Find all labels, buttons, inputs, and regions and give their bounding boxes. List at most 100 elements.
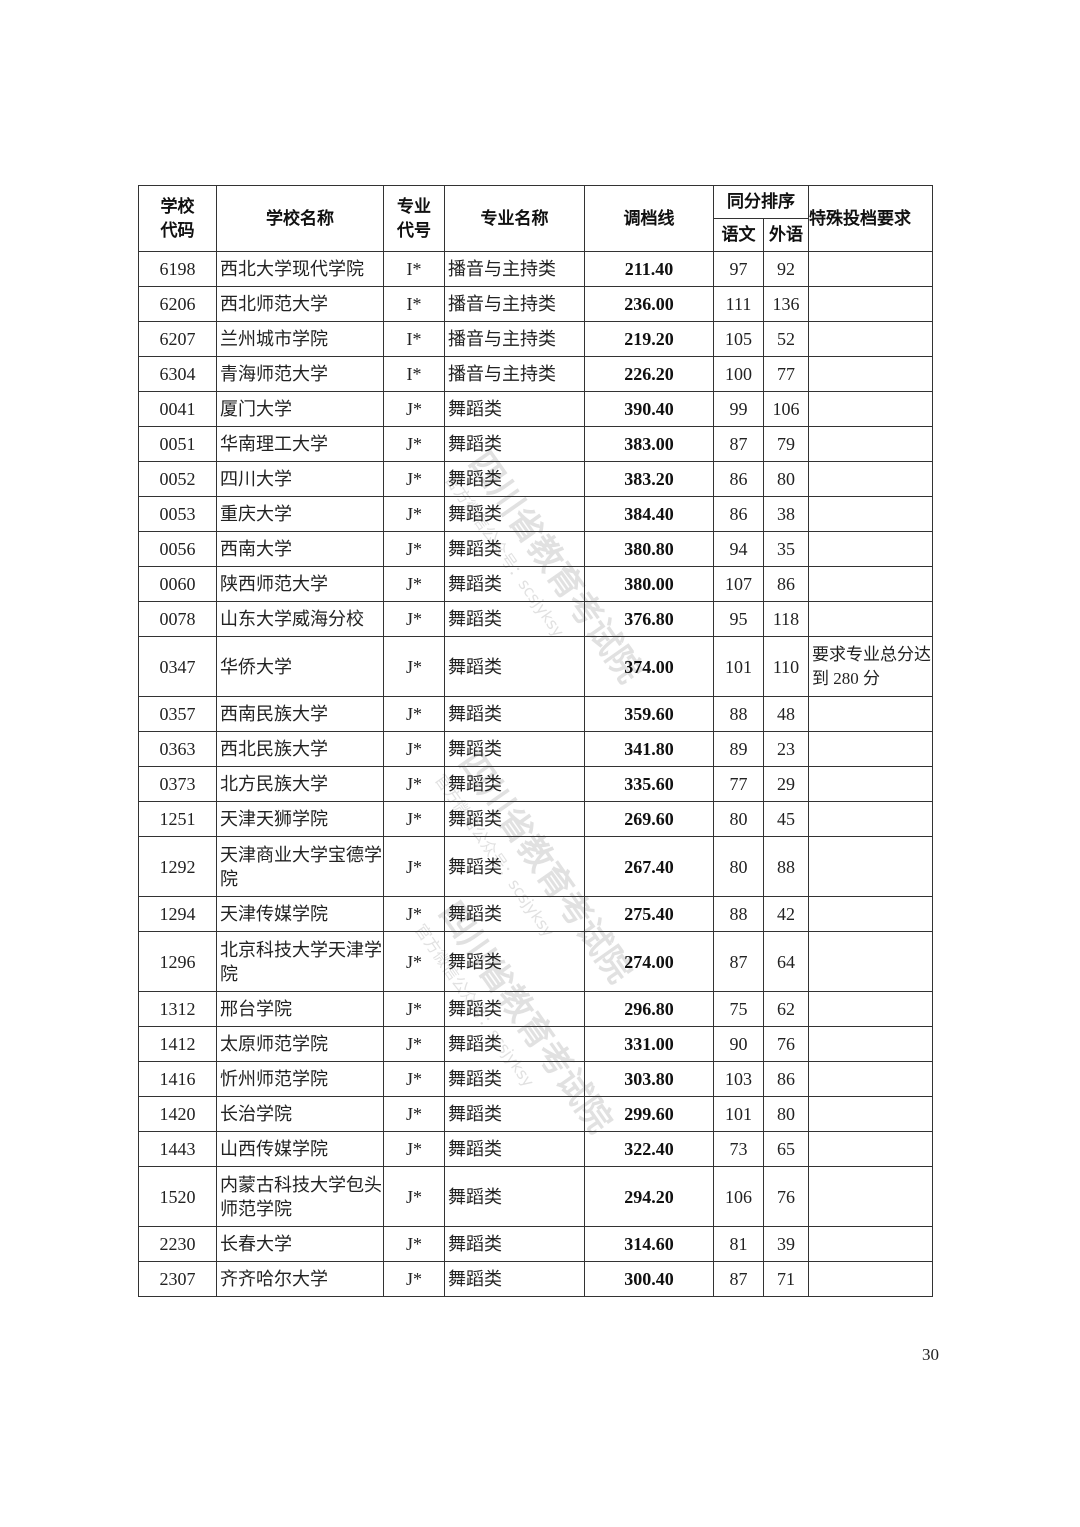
special-requirement-cell: [808, 566, 933, 602]
table-row: 6206 西北师范大学 I* 播音与主持类 236.00 111 136: [138, 286, 933, 322]
school-code-cell: 6207: [138, 321, 217, 357]
school-code-cell: 1443: [138, 1131, 217, 1167]
school-name-cell: 忻州师范学院: [216, 1061, 384, 1097]
school-name-cell: 兰州城市学院: [216, 321, 384, 357]
major-code-cell: J*: [383, 836, 445, 897]
major-code-cell: J*: [383, 636, 445, 697]
special-requirement-cell: [808, 1026, 933, 1062]
special-requirement-cell: [808, 801, 933, 837]
table-row: 1416 忻州师范学院 J* 舞蹈类 303.80 103 86: [138, 1061, 933, 1097]
school-name-cell: 重庆大学: [216, 496, 384, 532]
chinese-rank-cell: 94: [713, 531, 764, 567]
cutoff-score-cell: 341.80: [584, 731, 714, 767]
school-code-cell: 2307: [138, 1261, 217, 1297]
school-name-cell: 西北师范大学: [216, 286, 384, 322]
chinese-rank-cell: 86: [713, 496, 764, 532]
header-major-name: 专业名称: [444, 185, 585, 252]
table-row: 1412 太原师范学院 J* 舞蹈类 331.00 90 76: [138, 1026, 933, 1062]
school-name-cell: 厦门大学: [216, 391, 384, 427]
cutoff-score-cell: 335.60: [584, 766, 714, 802]
school-code-cell: 0060: [138, 566, 217, 602]
table-row: 1296 北京科技大学天津学院 J* 舞蹈类 274.00 87 64: [138, 931, 933, 992]
cutoff-score-cell: 211.40: [584, 251, 714, 287]
major-code-cell: J*: [383, 731, 445, 767]
table-row: 0078 山东大学威海分校 J* 舞蹈类 376.80 95 118: [138, 601, 933, 637]
special-requirement-cell: [808, 1226, 933, 1262]
special-requirement-cell: [808, 991, 933, 1027]
header-tie-break: 同分排序: [713, 185, 809, 219]
special-requirement-cell: [808, 836, 933, 897]
special-requirement-cell: [808, 356, 933, 392]
major-code-cell: J*: [383, 1226, 445, 1262]
chinese-rank-cell: 100: [713, 356, 764, 392]
major-name-cell: 舞蹈类: [444, 991, 585, 1027]
special-requirement-cell: [808, 601, 933, 637]
school-code-cell: 0347: [138, 636, 217, 697]
school-name-cell: 华侨大学: [216, 636, 384, 697]
foreign-rank-cell: 76: [763, 1026, 809, 1062]
school-name-cell: 长治学院: [216, 1096, 384, 1132]
school-name-cell: 天津天狮学院: [216, 801, 384, 837]
foreign-rank-cell: 80: [763, 1096, 809, 1132]
chinese-rank-cell: 73: [713, 1131, 764, 1167]
major-name-cell: 舞蹈类: [444, 1226, 585, 1262]
major-code-cell: J*: [383, 1061, 445, 1097]
major-name-cell: 舞蹈类: [444, 636, 585, 697]
table-row: 1443 山西传媒学院 J* 舞蹈类 322.40 73 65: [138, 1131, 933, 1167]
special-requirement-cell: [808, 286, 933, 322]
header-chinese: 语文: [713, 218, 764, 252]
table-row: 1312 邢台学院 J* 舞蹈类 296.80 75 62: [138, 991, 933, 1027]
header-school-name: 学校名称: [216, 185, 384, 252]
cutoff-score-cell: 331.00: [584, 1026, 714, 1062]
major-code-cell: J*: [383, 496, 445, 532]
major-name-cell: 播音与主持类: [444, 286, 585, 322]
school-name-cell: 华南理工大学: [216, 426, 384, 462]
table-row: 0060 陕西师范大学 J* 舞蹈类 380.00 107 86: [138, 566, 933, 602]
school-code-cell: 6198: [138, 251, 217, 287]
chinese-rank-cell: 111: [713, 286, 764, 322]
major-name-cell: 舞蹈类: [444, 931, 585, 992]
foreign-rank-cell: 38: [763, 496, 809, 532]
school-name-cell: 天津传媒学院: [216, 896, 384, 932]
special-requirement-cell: [808, 531, 933, 567]
school-code-cell: 0056: [138, 531, 217, 567]
school-code-cell: 6304: [138, 356, 217, 392]
chinese-rank-cell: 86: [713, 461, 764, 497]
special-requirement-cell: [808, 1096, 933, 1132]
school-name-cell: 西北大学现代学院: [216, 251, 384, 287]
major-name-cell: 舞蹈类: [444, 496, 585, 532]
major-name-cell: 舞蹈类: [444, 836, 585, 897]
major-code-cell: I*: [383, 356, 445, 392]
special-requirement-cell: [808, 391, 933, 427]
foreign-rank-cell: 42: [763, 896, 809, 932]
chinese-rank-cell: 99: [713, 391, 764, 427]
school-code-cell: 0363: [138, 731, 217, 767]
foreign-rank-cell: 76: [763, 1166, 809, 1227]
cutoff-score-cell: 359.60: [584, 696, 714, 732]
chinese-rank-cell: 75: [713, 991, 764, 1027]
major-name-cell: 播音与主持类: [444, 321, 585, 357]
major-name-cell: 舞蹈类: [444, 731, 585, 767]
major-code-cell: J*: [383, 896, 445, 932]
table-row: 6304 青海师范大学 I* 播音与主持类 226.20 100 77: [138, 356, 933, 392]
major-code-cell: J*: [383, 991, 445, 1027]
cutoff-score-cell: 269.60: [584, 801, 714, 837]
foreign-rank-cell: 80: [763, 461, 809, 497]
admission-table: 学校代码 学校名称 专业代号 专业名称 调档线 同分排序 特殊投档要求 语文 外…: [138, 185, 933, 1297]
major-name-cell: 舞蹈类: [444, 1166, 585, 1227]
foreign-rank-cell: 48: [763, 696, 809, 732]
school-name-cell: 天津商业大学宝德学院: [216, 836, 384, 897]
major-name-cell: 播音与主持类: [444, 251, 585, 287]
table-row: 0041 厦门大学 J* 舞蹈类 390.40 99 106: [138, 391, 933, 427]
chinese-rank-cell: 88: [713, 696, 764, 732]
cutoff-score-cell: 236.00: [584, 286, 714, 322]
school-name-cell: 山东大学威海分校: [216, 601, 384, 637]
major-name-cell: 舞蹈类: [444, 1261, 585, 1297]
foreign-rank-cell: 52: [763, 321, 809, 357]
foreign-rank-cell: 92: [763, 251, 809, 287]
table-row: 0053 重庆大学 J* 舞蹈类 384.40 86 38: [138, 496, 933, 532]
special-requirement-cell: [808, 1131, 933, 1167]
chinese-rank-cell: 90: [713, 1026, 764, 1062]
chinese-rank-cell: 87: [713, 1261, 764, 1297]
foreign-rank-cell: 29: [763, 766, 809, 802]
